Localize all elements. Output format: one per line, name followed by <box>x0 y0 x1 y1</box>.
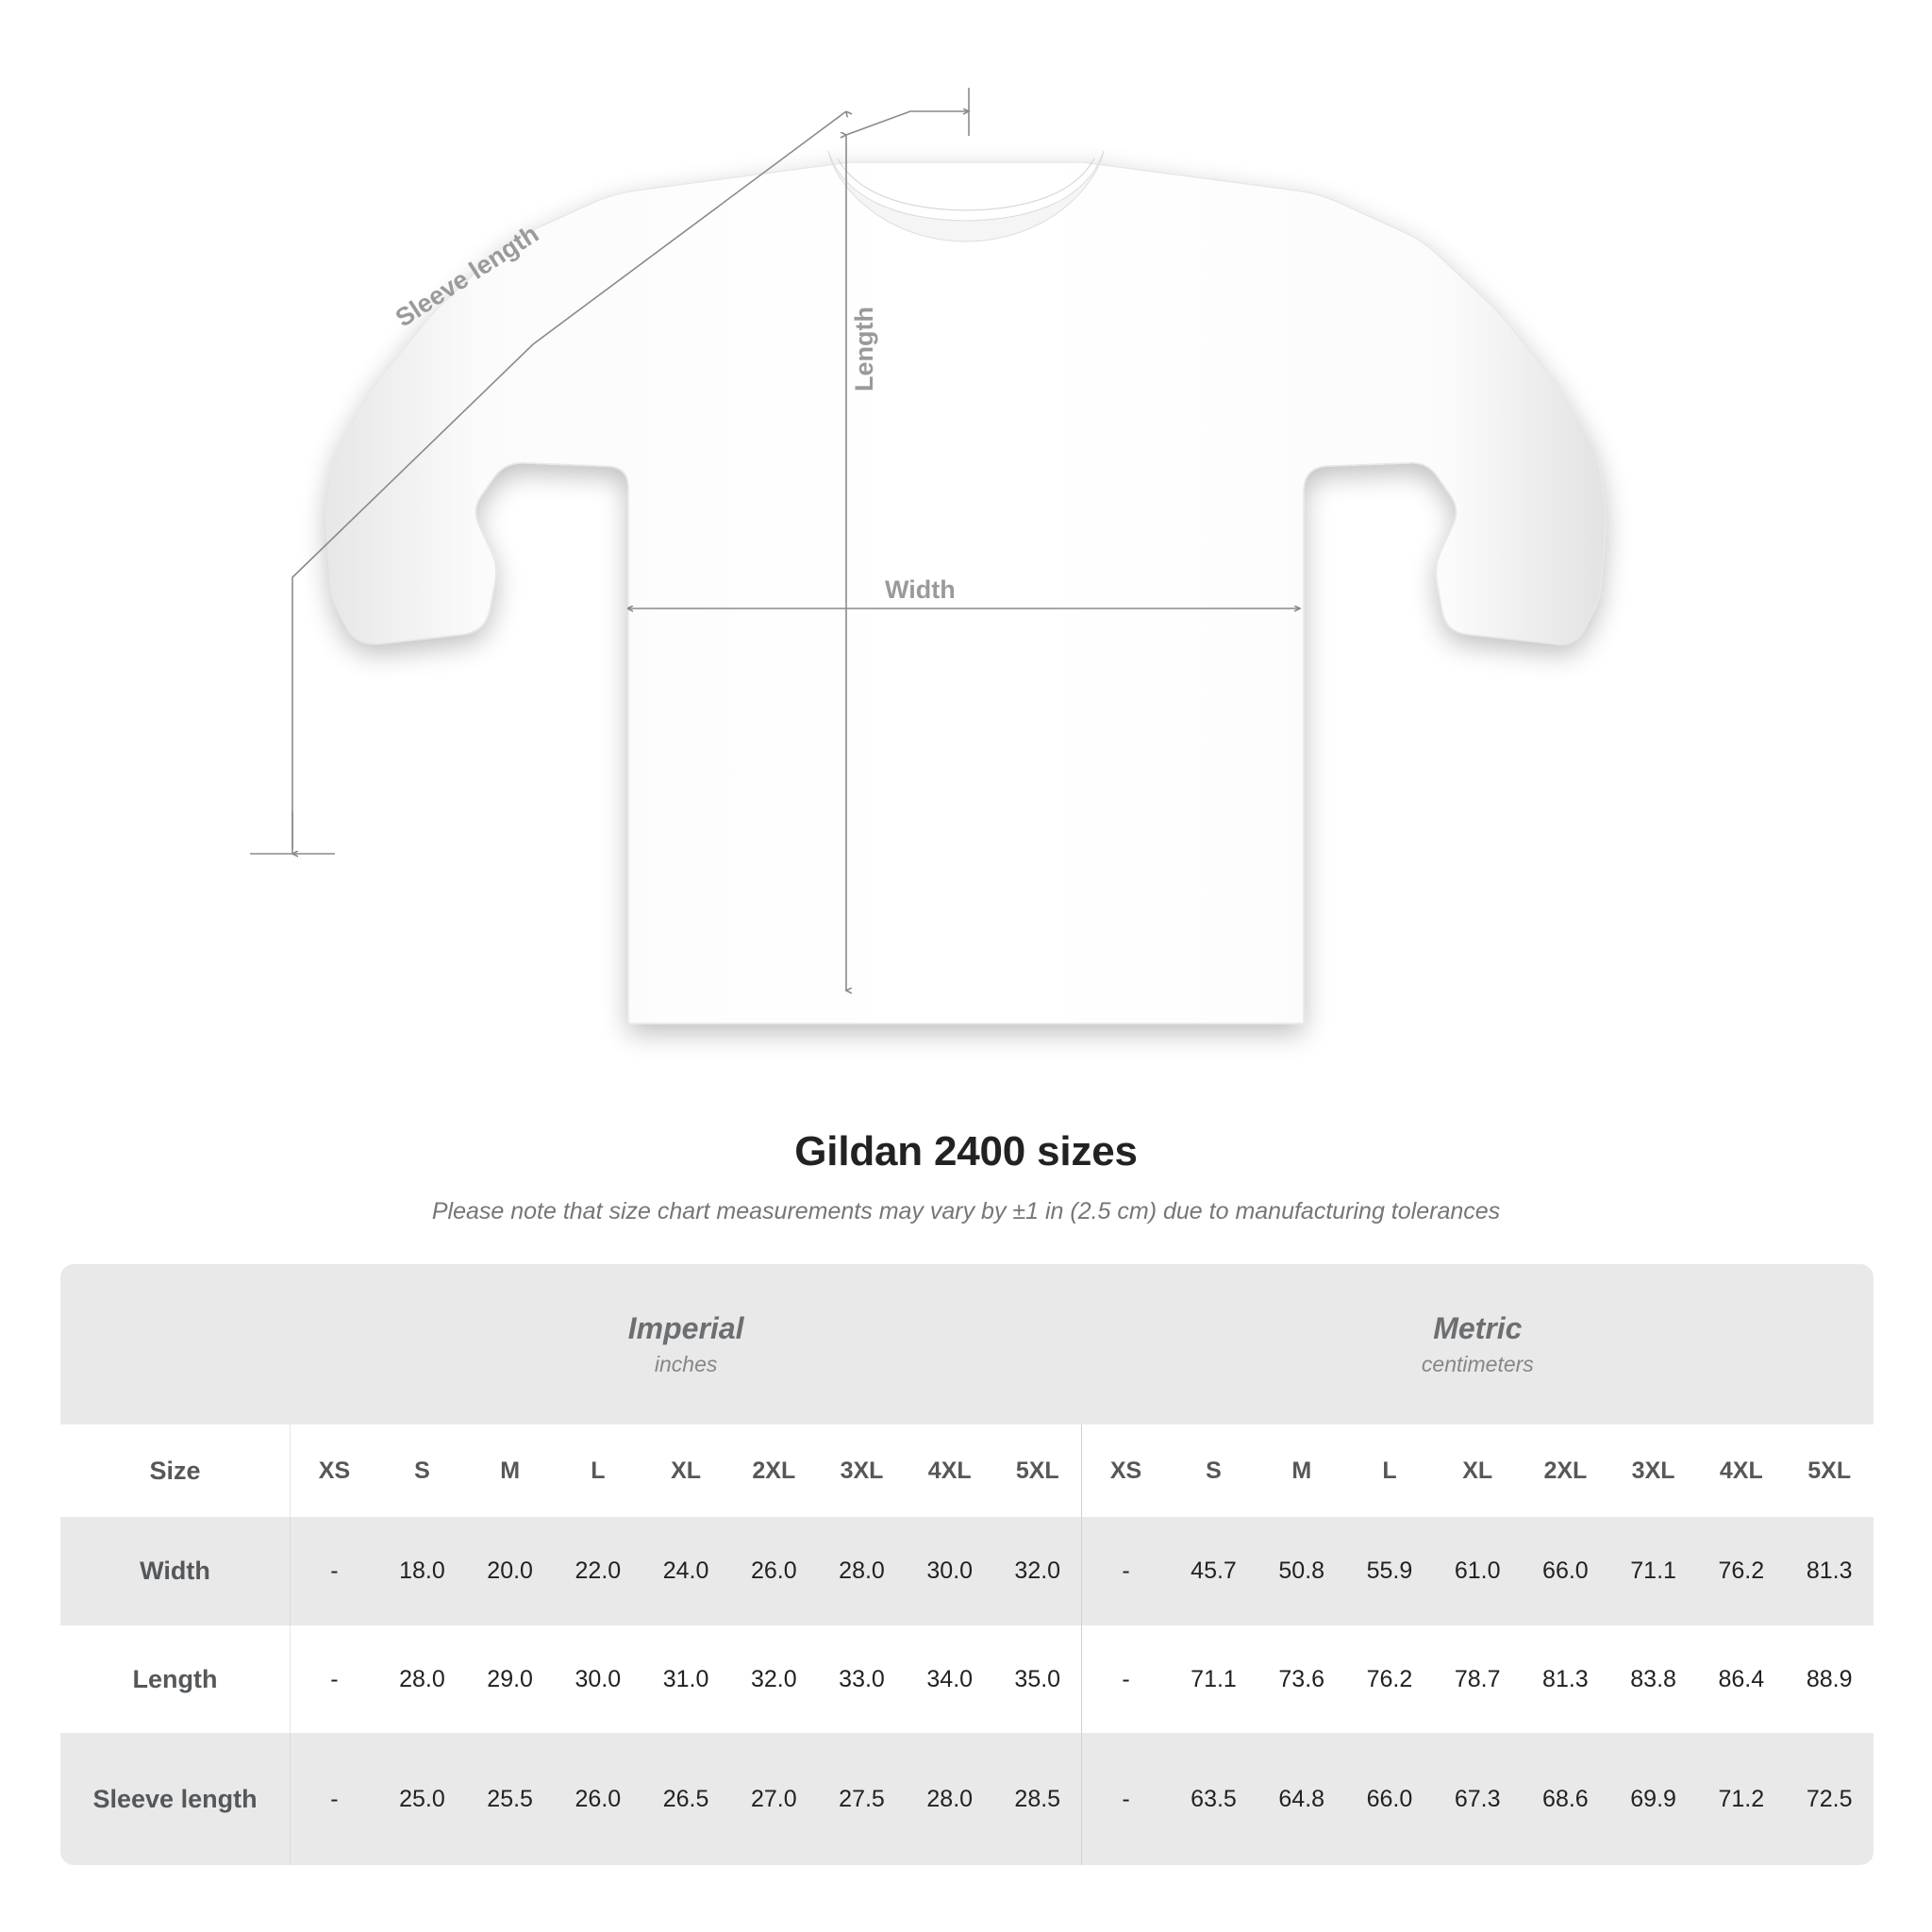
svg-text:Length: Length <box>850 307 878 391</box>
svg-text:Width: Width <box>885 575 956 604</box>
svg-text:Sleeve length: Sleeve length <box>391 219 543 332</box>
